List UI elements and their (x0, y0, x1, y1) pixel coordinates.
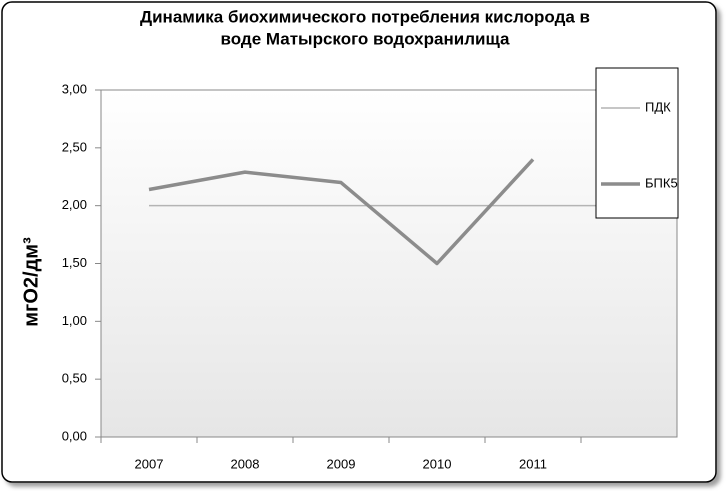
x-tick-label: 2009 (327, 456, 356, 471)
y-tick-label: 3,00 (62, 81, 87, 96)
y-axis-label: мгО2/дм³ (20, 237, 42, 327)
x-tick-label: 2011 (519, 456, 547, 471)
series-line (148, 158, 535, 266)
x-tick-label: 2007 (135, 456, 164, 471)
y-tick-label: 0,00 (62, 428, 87, 443)
chart-title: Динамика биохимического потребления кисл… (140, 7, 590, 26)
plot-area (100, 89, 678, 438)
x-tick-label: 2008 (231, 456, 260, 471)
y-tick-label: 1,50 (62, 255, 87, 270)
y-tick-label: 1,00 (62, 313, 87, 328)
legend-label: БПК5 (645, 175, 678, 190)
y-tick-label: 0,50 (62, 371, 87, 386)
chart-title: воде Матырского водохранилища (221, 29, 510, 48)
legend-label: ПДК (645, 99, 671, 114)
y-tick-label: 2,00 (62, 197, 87, 212)
x-tick-label: 2010 (423, 456, 452, 471)
legend (595, 67, 679, 219)
y-tick-label: 2,50 (62, 139, 87, 154)
